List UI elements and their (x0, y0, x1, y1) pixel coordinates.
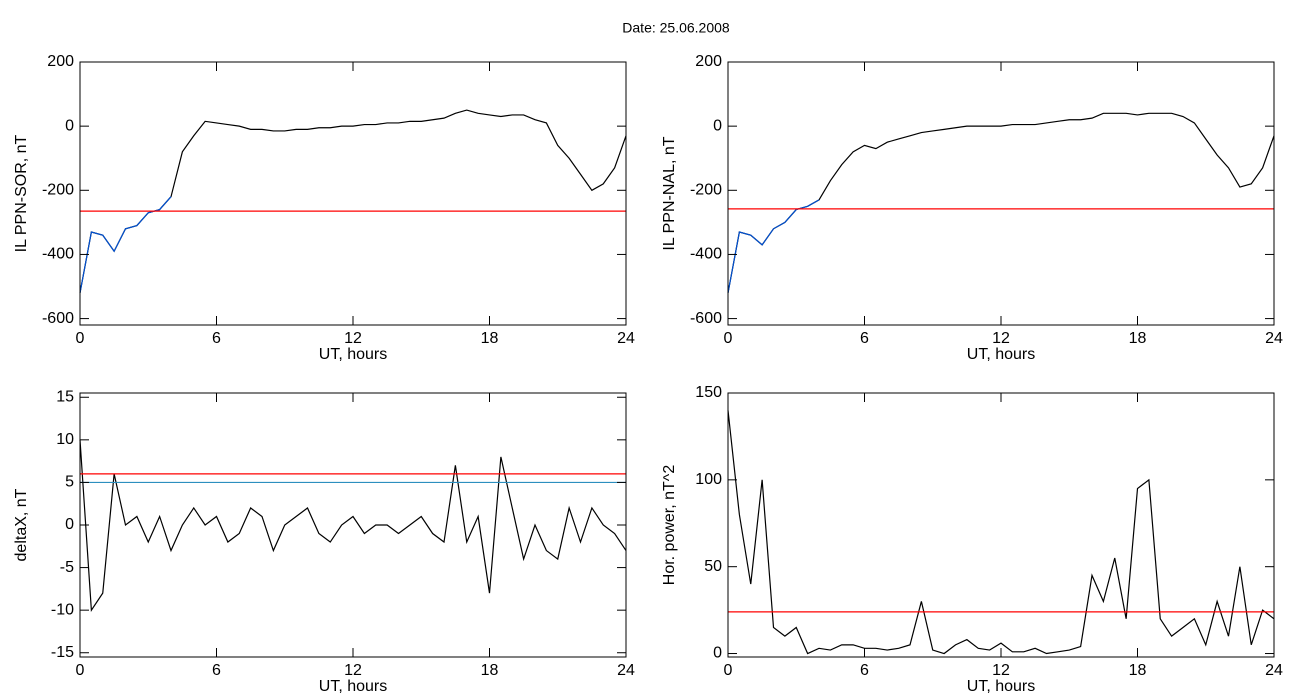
x-tick-label: 12 (344, 662, 362, 679)
y-tick-label: -400 (42, 246, 74, 263)
y-axis-label: deltaX, nT (13, 488, 30, 561)
x-tick-label: 12 (992, 662, 1010, 679)
y-tick-label: 0 (65, 117, 74, 134)
x-tick-label: 18 (481, 330, 499, 347)
y-tick-label: -200 (42, 182, 74, 199)
x-tick-label: 6 (860, 330, 869, 347)
data-line (727, 410, 1275, 655)
x-tick-label: 0 (76, 662, 85, 679)
x-tick-label: 18 (1129, 330, 1147, 347)
figure-title: Date: 25.06.2008 (622, 20, 730, 36)
x-tick-label: 18 (1129, 662, 1147, 679)
data-line (727, 199, 820, 294)
x-tick-label: 24 (1265, 330, 1283, 347)
x-tick-label: 24 (617, 662, 635, 679)
x-tick-label: 0 (724, 330, 733, 347)
y-tick-label: -600 (42, 310, 74, 327)
y-tick-label: 10 (56, 431, 74, 448)
x-tick-label: 6 (860, 662, 869, 679)
y-tick-label: 200 (695, 53, 722, 70)
x-tick-label: 6 (212, 662, 221, 679)
y-tick-label: 50 (704, 558, 722, 575)
y-tick-label: 0 (713, 117, 722, 134)
y-tick-label: -10 (51, 601, 74, 618)
y-tick-label: 100 (695, 471, 722, 488)
y-tick-label: -600 (690, 310, 722, 327)
x-axis-label: UT, hours (319, 678, 387, 695)
x-tick-label: 12 (344, 330, 362, 347)
x-tick-label: 18 (481, 662, 499, 679)
y-tick-label: -5 (60, 559, 74, 576)
y-axis-label: Hor. power, nT^2 (661, 465, 678, 586)
x-tick-label: 0 (724, 662, 733, 679)
x-tick-label: 0 (76, 330, 85, 347)
y-axis-label: IL PPN-SOR, nT (13, 134, 30, 252)
x-axis-label: UT, hours (967, 346, 1035, 363)
y-tick-label: 150 (695, 384, 722, 401)
x-axis-label: UT, hours (319, 346, 387, 363)
y-tick-label: 5 (65, 474, 74, 491)
y-tick-label: 15 (56, 388, 74, 405)
y-axis-label: IL PPN-NAL, nT (661, 136, 678, 250)
x-tick-label: 12 (992, 330, 1010, 347)
y-tick-label: -200 (690, 182, 722, 199)
y-tick-label: 0 (713, 645, 722, 662)
x-axis-label: UT, hours (967, 678, 1035, 695)
y-tick-label: 0 (65, 516, 74, 533)
x-tick-label: 24 (617, 330, 635, 347)
y-tick-label: -15 (51, 644, 74, 661)
data-line (79, 439, 627, 612)
y-tick-label: 200 (47, 53, 74, 70)
y-tick-label: -400 (690, 246, 722, 263)
x-tick-label: 24 (1265, 662, 1283, 679)
x-tick-label: 6 (212, 330, 221, 347)
